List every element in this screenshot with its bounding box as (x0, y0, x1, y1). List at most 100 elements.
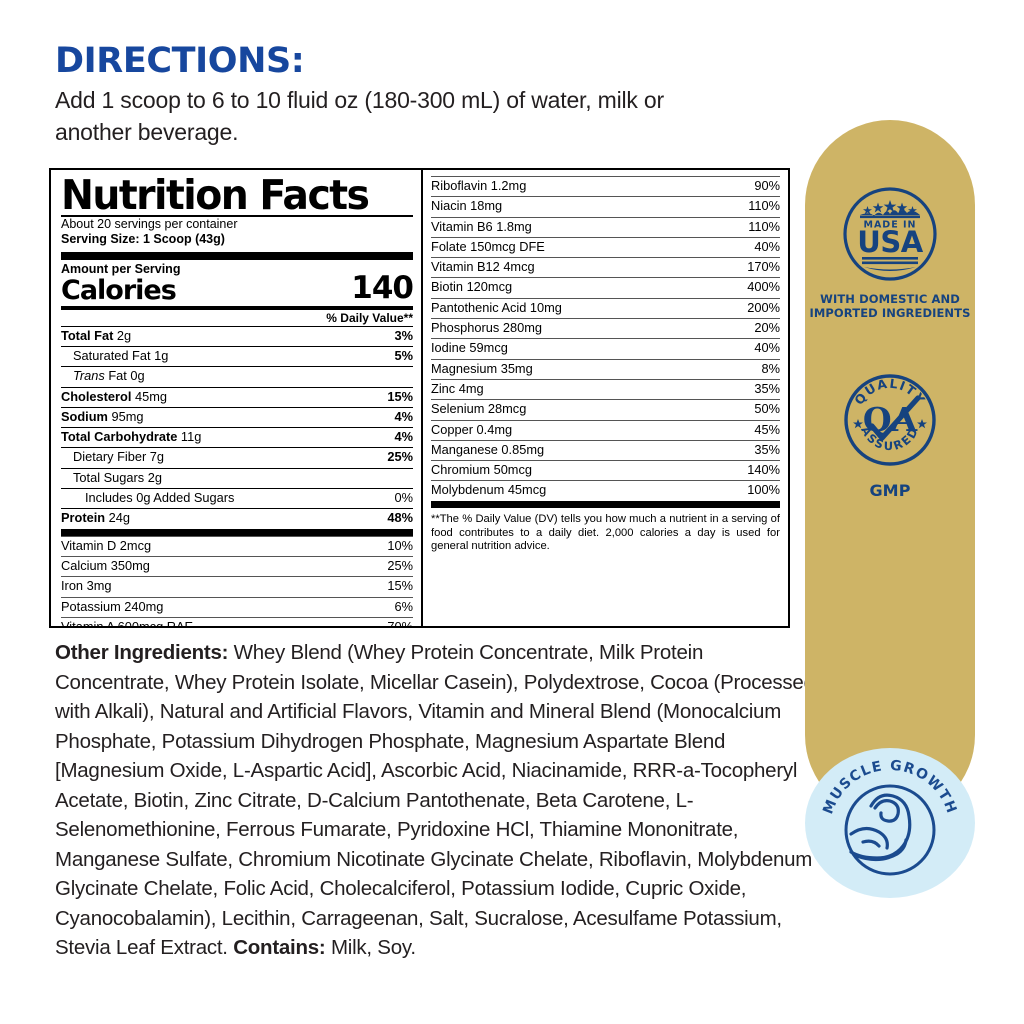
nutrition-row: Total Fat 2g 3% (61, 325, 414, 346)
vitamin-row: Folate 150mcg DFE 40% (431, 236, 780, 257)
nutrition-row-name: Protein 24g (61, 510, 131, 526)
contains-label: Contains: (233, 936, 326, 960)
other-ingredients-text: Whey Blend (Whey Protein Concentrate, Mi… (55, 641, 815, 960)
vitamin-row: Niacin 18mg 110% (431, 196, 780, 216)
vitamin-list-right: Riboflavin 1.2mg 90% Niacin 18mg 110% Vitami… (431, 176, 780, 501)
vitamin-row-name: Iron 3mg (61, 578, 112, 594)
vitamin-row-daily-value: 25% (387, 557, 413, 573)
vitamin-row: Potassium 240mg 6% (61, 596, 413, 617)
vitamin-row-daily-value: 110% (748, 218, 780, 234)
other-ingredients-block: Other Ingredients: Whey Blend (Whey Prot… (55, 638, 815, 963)
nutrition-row-amount: Fat 0g (104, 368, 145, 384)
vitamin-row-daily-value: 50% (754, 401, 780, 417)
nutrition-row-daily-value: 25% (387, 449, 413, 465)
certification-sidebar-panel (805, 120, 975, 820)
vitamin-row-daily-value: 90% (754, 178, 780, 193)
nutrition-row-daily-value: 48% (387, 510, 413, 526)
nutrition-facts-title: Nutrition Facts (61, 171, 370, 219)
vitamin-row-name: Vitamin B6 1.8mg (431, 218, 532, 234)
made-in-usa-icon: MADE IN USA (843, 187, 937, 281)
nutrition-row-daily-value: 15% (387, 388, 413, 404)
nutrition-row-daily-value: 4% (394, 408, 414, 424)
usa-caption-line2: IMPORTED INGREDIENTS (809, 306, 971, 321)
vitamin-row: Copper 0.4mg 45% (431, 419, 780, 440)
vitamin-row: Vitamin A 600mcg RAE 70% (61, 616, 413, 628)
quality-assured-badge: QUALITY ASSURED QA GMP (805, 368, 975, 501)
nutrition-row-name: Dietary Fiber 7g (73, 449, 165, 465)
vitamin-row-name: Manganese 0.85mg (431, 441, 545, 457)
vitamin-row-name: Zinc 4mg (431, 380, 484, 396)
vitamin-row-daily-value: 40% (754, 238, 780, 254)
made-in-usa-badge: MADE IN USA WITH DOMESTIC AND IMPORTED I… (805, 182, 975, 321)
vitamin-row-daily-value: 15% (387, 578, 413, 594)
vitamin-row-daily-value: 400% (747, 279, 780, 295)
vitamin-row-daily-value: 200% (747, 299, 780, 315)
nutrition-row: Total Carbohydrate 11g 4% (61, 427, 413, 447)
contains-text: Milk, Soy. (330, 936, 416, 960)
nutrition-row: Trans Fat 0g (61, 366, 413, 386)
muscle-growth-icon: MUSCLE GROWTH (820, 758, 958, 876)
vitamin-row: Vitamin B6 1.8mg 110% (431, 216, 780, 237)
nutrition-row-name: Trans Fat 0g (73, 368, 145, 384)
quality-assured-icon: QUALITY ASSURED QA (844, 374, 936, 466)
nutrition-row-daily-value: 5% (394, 347, 414, 363)
nutrition-row-name: Cholesterol 45mg (61, 388, 167, 404)
serving-size: Serving Size: 1 Scoop (43g) (61, 232, 225, 247)
vitamin-row: Pantothenic Acid 10mg 200% (431, 297, 780, 318)
divider-thick-3 (431, 500, 780, 508)
vitamin-row: Zinc 4mg 35% (431, 378, 780, 399)
nutrition-row-amount: 11g (177, 429, 202, 445)
nutrition-facts-left-column: Nutrition Facts About 20 servings per co… (51, 170, 423, 626)
directions-block: DIRECTIONS: Add 1 scoop to 6 to 10 fluid… (55, 44, 795, 148)
nutrition-row: Dietary Fiber 7g 25% (61, 447, 413, 467)
nutrition-row-daily-value: 4% (394, 429, 414, 445)
daily-value-header: % Daily Value** (326, 310, 413, 325)
vitamin-row-daily-value: 45% (754, 421, 780, 437)
nutrition-row-amount: 2g (144, 469, 162, 485)
vitamin-row-name: Potassium 240mg (61, 598, 164, 614)
vitamin-row: Manganese 0.85mg 35% (431, 439, 780, 460)
nutrition-row-name: Total Carbohydrate 11g (61, 429, 202, 445)
vitamin-row: Riboflavin 1.2mg 90% (431, 176, 780, 196)
vitamin-row-name: Vitamin A 600mcg RAE (61, 618, 194, 628)
vitamin-row-daily-value: 170% (747, 259, 780, 275)
vitamin-row-daily-value: 10% (387, 537, 413, 553)
nutrition-row-name: Saturated Fat 1g (73, 347, 169, 363)
directions-heading: DIRECTIONS: (55, 41, 305, 81)
vitamin-row-name: Riboflavin 1.2mg (431, 178, 527, 193)
vitamin-row: Phosphorus 280mg 20% (431, 318, 780, 338)
nutrition-row-amount: 45mg (131, 388, 167, 404)
usa-text: USA (857, 225, 923, 259)
vitamin-row-name: Chromium 50mcg (431, 462, 532, 478)
usa-badge-caption: WITH DOMESTIC AND IMPORTED INGREDIENTS (805, 292, 975, 321)
divider-under-calories (61, 305, 413, 310)
nutrition-row: Saturated Fat 1g 5% (61, 345, 414, 366)
nutrition-row-name: Includes 0g Added Sugars (85, 490, 235, 506)
nutrition-row: Cholesterol 45mg 15% (61, 386, 413, 407)
daily-value-footnote: **The % Daily Value (DV) tells you how m… (431, 512, 780, 553)
usa-caption-line1: WITH DOMESTIC AND (820, 292, 960, 306)
nutrition-row: Protein 24g 48% (61, 508, 413, 528)
macronutrient-list: Total Fat 2g 3% Saturated Fat 1g 5% Trans Fa… (61, 325, 414, 529)
vitamin-row-name: Selenium 28mcg (431, 401, 527, 417)
nutrition-row-name: Total Sugars 2g (73, 469, 162, 485)
nutrition-row-daily-value: 3% (394, 327, 414, 343)
nutrition-row-amount: 2g (113, 327, 132, 343)
divider-thick-1 (61, 251, 413, 260)
gmp-caption: GMP (869, 481, 911, 500)
muscle-growth-badge: MUSCLE GROWTH (805, 748, 975, 898)
vitamin-row-name: Iodine 59mcg (431, 340, 508, 356)
vitamin-row: Magnesium 35mg 8% (431, 358, 780, 379)
vitamin-row-name: Vitamin D 2mcg (61, 537, 152, 553)
vitamin-row: Vitamin B12 4mcg 170% (431, 257, 780, 277)
vitamin-row-daily-value: 70% (387, 618, 413, 628)
calories-value: 140 (351, 269, 414, 306)
vitamin-row-daily-value: 100% (747, 482, 780, 498)
vitamin-row-name: Pantothenic Acid 10mg (431, 299, 562, 315)
nutrition-row: Includes 0g Added Sugars 0% (61, 488, 413, 508)
nutrition-row-daily-value: 0% (394, 490, 414, 506)
nutrition-row-amount: 7g (146, 449, 165, 465)
vitamin-row-name: Calcium 350mg (61, 557, 150, 573)
calories-label: Calories (61, 274, 177, 306)
nutrition-row-name: Sodium 95mg (61, 408, 144, 424)
